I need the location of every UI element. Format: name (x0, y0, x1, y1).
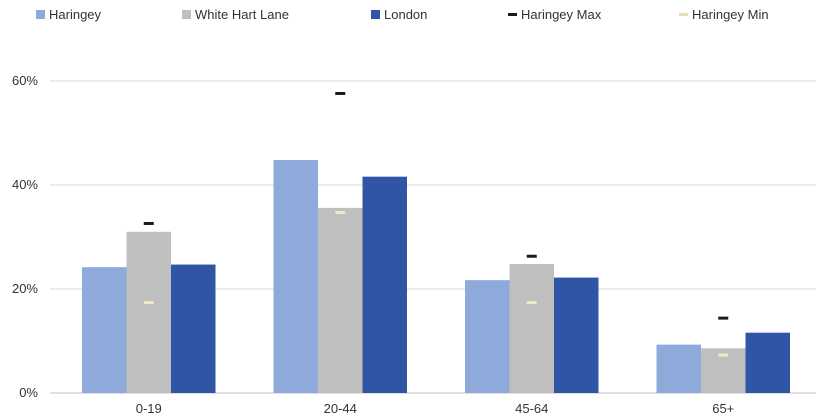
x-tick-label: 20-44 (324, 401, 357, 416)
marker-haringey-min (335, 211, 346, 215)
chart-legend: Haringey White Hart Lane London Haringey… (36, 7, 806, 25)
marker-haringey-min (143, 301, 154, 305)
bar-white-hart-lane (126, 231, 171, 393)
bar-london (554, 277, 599, 393)
marker-haringey-max (718, 316, 729, 320)
x-tick-label: 65+ (712, 401, 734, 416)
legend-swatch-london (371, 10, 380, 19)
x-tick-label: 0-19 (136, 401, 162, 416)
x-tick-label: 45-64 (515, 401, 548, 416)
legend-label-haringey-max: Haringey Max (521, 7, 602, 22)
marker-haringey-max (526, 254, 537, 258)
y-tick-label: 0% (19, 385, 38, 400)
bar-haringey (656, 344, 701, 393)
legend-item-haringey: Haringey (36, 7, 101, 22)
legend-label-haringey: Haringey (49, 7, 102, 22)
legend-item-haringey-min: Haringey Min (679, 7, 769, 22)
bar-white-hart-lane (509, 264, 554, 393)
legend-swatch-white-hart-lane (182, 10, 191, 19)
marker-haringey-min (526, 301, 537, 305)
legend-swatch-haringey-min (679, 13, 688, 16)
y-tick-label: 20% (12, 281, 38, 296)
legend-swatch-haringey (36, 10, 45, 19)
y-tick-label: 40% (12, 177, 38, 192)
bar-haringey (273, 160, 318, 393)
bar-london (362, 176, 407, 393)
bar-haringey (465, 280, 510, 393)
legend-item-haringey-max: Haringey Max (508, 7, 601, 22)
legend-label-haringey-min: Haringey Min (692, 7, 769, 22)
marker-haringey-max (143, 221, 154, 225)
legend-item-london: London (371, 7, 427, 22)
marker-haringey-max (335, 91, 346, 95)
bar-london (171, 264, 216, 393)
marker-haringey-min (718, 353, 729, 357)
legend-item-white-hart-lane: White Hart Lane (182, 7, 289, 22)
legend-label-white-hart-lane: White Hart Lane (195, 7, 289, 22)
y-tick-label: 60% (12, 73, 38, 88)
bar-london (745, 332, 790, 393)
bar-haringey (82, 267, 127, 393)
bar-white-hart-lane (318, 207, 363, 393)
legend-swatch-haringey-max (508, 13, 517, 16)
legend-label-london: London (384, 7, 428, 22)
